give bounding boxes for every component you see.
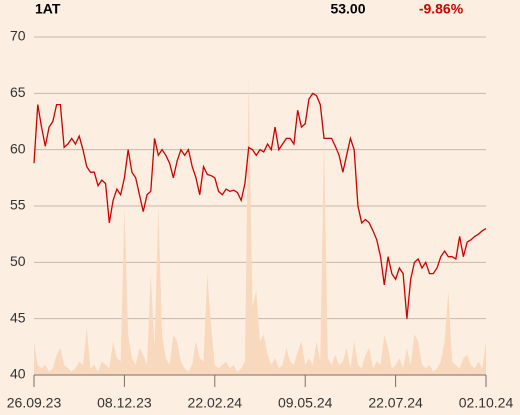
y-tick-label: 70 <box>10 28 26 44</box>
x-tick-label: 22.07.24 <box>368 395 423 411</box>
y-tick-label: 50 <box>10 253 26 269</box>
header-value: 53.00 <box>330 1 365 17</box>
chart-title: 1AT <box>35 1 61 17</box>
price-line <box>33 92 487 319</box>
y-tick-label: 60 <box>10 140 26 156</box>
y-tick-label: 65 <box>10 84 26 100</box>
x-tick-label: 08.12.23 <box>97 395 152 411</box>
x-tick-label: 22.02.24 <box>188 395 243 411</box>
y-tick-label: 40 <box>10 366 26 382</box>
volume-area <box>34 77 486 375</box>
header-value: -9.86% <box>419 1 464 17</box>
x-tick-label: 02.10.24 <box>459 395 514 411</box>
y-tick-label: 45 <box>10 309 26 325</box>
x-tick-label: 09.05.24 <box>278 395 333 411</box>
y-tick-label: 55 <box>10 197 26 213</box>
x-tick-label: 26.09.23 <box>7 395 62 411</box>
